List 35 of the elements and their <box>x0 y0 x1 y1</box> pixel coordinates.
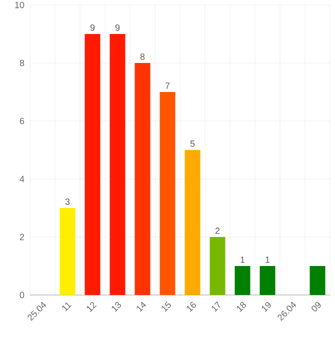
bar <box>184 150 200 295</box>
bar <box>260 266 276 295</box>
y-tick-label: 10 <box>15 2 24 8</box>
x-tick-label: 15 <box>162 301 171 312</box>
data-label: 1 <box>240 256 245 263</box>
bar <box>234 266 250 295</box>
data-label: 5 <box>190 140 195 147</box>
bar <box>84 34 100 295</box>
bar <box>134 62 150 295</box>
data-label: 2 <box>215 228 220 234</box>
x-tick-label: 11 <box>62 302 72 312</box>
y-tick-label: 0 <box>20 292 24 298</box>
x-tick-label: 18 <box>236 302 246 312</box>
bar <box>110 34 126 295</box>
data-label: 3 <box>65 198 70 205</box>
data-label: 7 <box>165 82 170 89</box>
data-label: 9 <box>115 24 120 31</box>
x-tick-label: 17 <box>212 301 220 312</box>
x-tick-label: 16 <box>186 302 196 312</box>
y-tick-label: 8 <box>20 60 24 66</box>
bar <box>310 266 326 295</box>
x-tick-label: 19 <box>262 302 271 312</box>
y-tick-label: 4 <box>20 176 24 182</box>
data-label: 1 <box>266 256 270 263</box>
data-label: 8 <box>140 53 145 60</box>
bar <box>210 237 226 295</box>
y-tick-label: 2 <box>20 234 24 240</box>
x-tick-label: 09 <box>312 302 321 312</box>
bar <box>160 92 176 295</box>
data-label: 9 <box>90 24 95 31</box>
bar <box>60 208 76 295</box>
x-tick-label: 14 <box>136 302 146 312</box>
x-tick-label: 12 <box>86 302 97 312</box>
y-tick-label: 6 <box>20 118 24 124</box>
x-tick-label: 13 <box>112 302 121 312</box>
